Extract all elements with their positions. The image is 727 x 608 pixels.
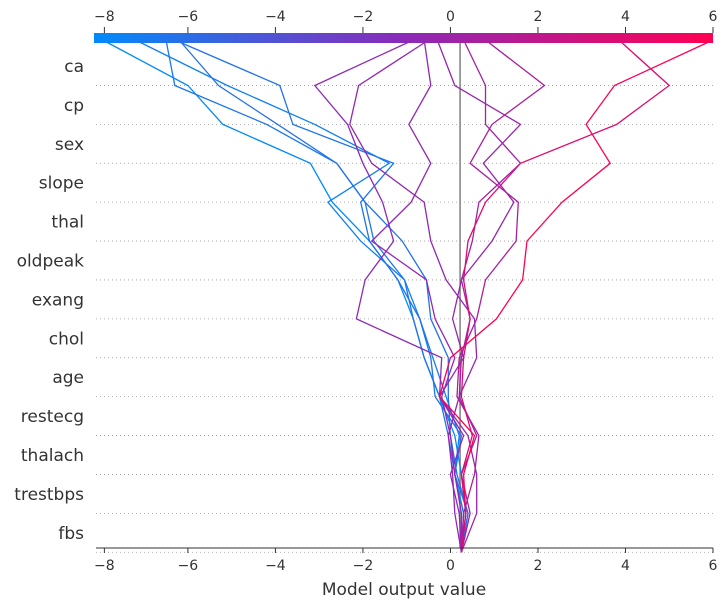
colorbar-gradient xyxy=(94,33,713,43)
decision-line-sample-13 xyxy=(460,39,671,553)
feature-label-slope: slope xyxy=(39,174,84,194)
x-tick-label-bottom: 6 xyxy=(709,558,718,574)
decision-line-sample-3 xyxy=(165,39,465,553)
x-tick-label-top: 0 xyxy=(446,9,455,25)
feature-labels: ca cp sex slope thal oldpeak exang chol age reste… xyxy=(14,57,84,544)
feature-label-sex: sex xyxy=(55,135,84,155)
feature-label-trestbps: trestbps xyxy=(14,485,84,505)
decision-line-sample-10 xyxy=(456,39,546,553)
feature-gridlines xyxy=(96,85,713,553)
x-tick-label-top: −6 xyxy=(178,9,199,25)
x-tick-label-top: −4 xyxy=(265,9,286,25)
x-tick-label-top: −8 xyxy=(94,9,115,25)
decision-line-sample-8 xyxy=(349,39,478,553)
decision-line-sample-5 xyxy=(178,39,469,553)
x-tick-label-top: 6 xyxy=(709,9,718,25)
feature-label-exang: exang xyxy=(32,290,84,310)
feature-label-thal: thal xyxy=(51,213,84,233)
x-tick-label-bottom: 0 xyxy=(446,558,455,574)
x-tick-label-top: 2 xyxy=(534,9,543,25)
x-tick-label-top: −2 xyxy=(353,9,374,25)
feature-label-thalach: thalach xyxy=(21,446,84,466)
decision-line-sample-4 xyxy=(174,39,469,553)
feature-label-ca: ca xyxy=(64,57,84,77)
decision-line-sample-9 xyxy=(436,39,522,553)
x-tick-label-bottom: 4 xyxy=(621,558,630,574)
axes: −8 −8 −6 −6 −4 −4 −2 −2 0 0 2 2 4 4 6 6 xyxy=(94,9,717,574)
decision-line-sample-11 xyxy=(458,39,522,553)
x-tick-label-top: 4 xyxy=(621,9,630,25)
x-tick-label-bottom: −4 xyxy=(265,558,286,574)
decision-lines xyxy=(102,39,714,553)
decision-line-sample-7 xyxy=(370,39,463,553)
x-tick-label-bottom: −6 xyxy=(178,558,199,574)
x-tick-label-bottom: −8 xyxy=(94,558,115,574)
colorbar xyxy=(94,33,713,43)
decision-line-sample-1 xyxy=(102,39,467,553)
feature-label-chol: chol xyxy=(49,329,84,349)
feature-label-cp: cp xyxy=(64,96,84,116)
x-tick-label-bottom: 2 xyxy=(534,558,543,574)
decision-line-sample-2 xyxy=(135,39,465,553)
x-axis-label: Model output value xyxy=(322,580,486,600)
x-tick-label-bottom: −2 xyxy=(353,558,374,574)
decision-line-sample-6 xyxy=(313,39,465,553)
feature-label-oldpeak: oldpeak xyxy=(17,252,85,272)
decision-line-sample-12 xyxy=(438,39,714,553)
feature-label-fbs: fbs xyxy=(58,524,84,544)
feature-label-restecg: restecg xyxy=(21,407,84,427)
feature-label-age: age xyxy=(52,368,84,388)
